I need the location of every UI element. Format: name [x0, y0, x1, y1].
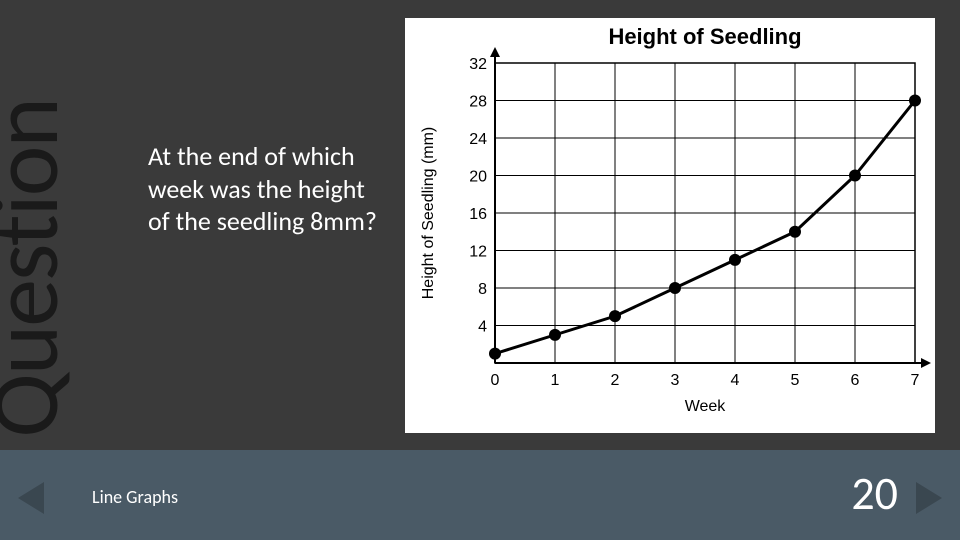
svg-text:16: 16 [469, 206, 487, 223]
footer-bar: Line Graphs 20 [0, 450, 960, 540]
svg-text:Height of Seedling (mm): Height of Seedling (mm) [420, 127, 437, 300]
svg-text:3: 3 [671, 372, 680, 389]
slide: Question At the end of which week was th… [0, 0, 960, 540]
page-number: 20 [851, 466, 898, 522]
svg-text:5: 5 [791, 372, 800, 389]
svg-text:2: 2 [611, 372, 620, 389]
svg-text:28: 28 [469, 94, 487, 111]
svg-text:6: 6 [851, 372, 860, 389]
svg-text:20: 20 [469, 169, 487, 186]
svg-text:4: 4 [731, 372, 740, 389]
main-area: Question At the end of which week was th… [0, 0, 960, 450]
svg-text:12: 12 [469, 244, 487, 261]
svg-text:7: 7 [911, 372, 920, 389]
svg-text:4: 4 [478, 319, 487, 336]
footer-topic: Line Graphs [92, 486, 178, 508]
svg-text:1: 1 [551, 372, 560, 389]
seedling-line-chart: Height of Seedling4812162024283201234567… [405, 18, 935, 433]
prev-slide-button[interactable] [18, 482, 44, 514]
svg-text:24: 24 [469, 131, 487, 148]
svg-text:Week: Week [685, 398, 727, 415]
svg-text:Height of Seedling: Height of Seedling [608, 24, 801, 49]
question-text: At the end of which week was the height … [148, 140, 388, 238]
chart-container: Height of Seedling4812162024283201234567… [405, 18, 935, 433]
svg-text:32: 32 [469, 56, 487, 73]
question-label: Question [0, 99, 83, 438]
next-slide-button[interactable] [916, 482, 942, 514]
svg-text:8: 8 [478, 281, 487, 298]
svg-text:0: 0 [491, 372, 500, 389]
